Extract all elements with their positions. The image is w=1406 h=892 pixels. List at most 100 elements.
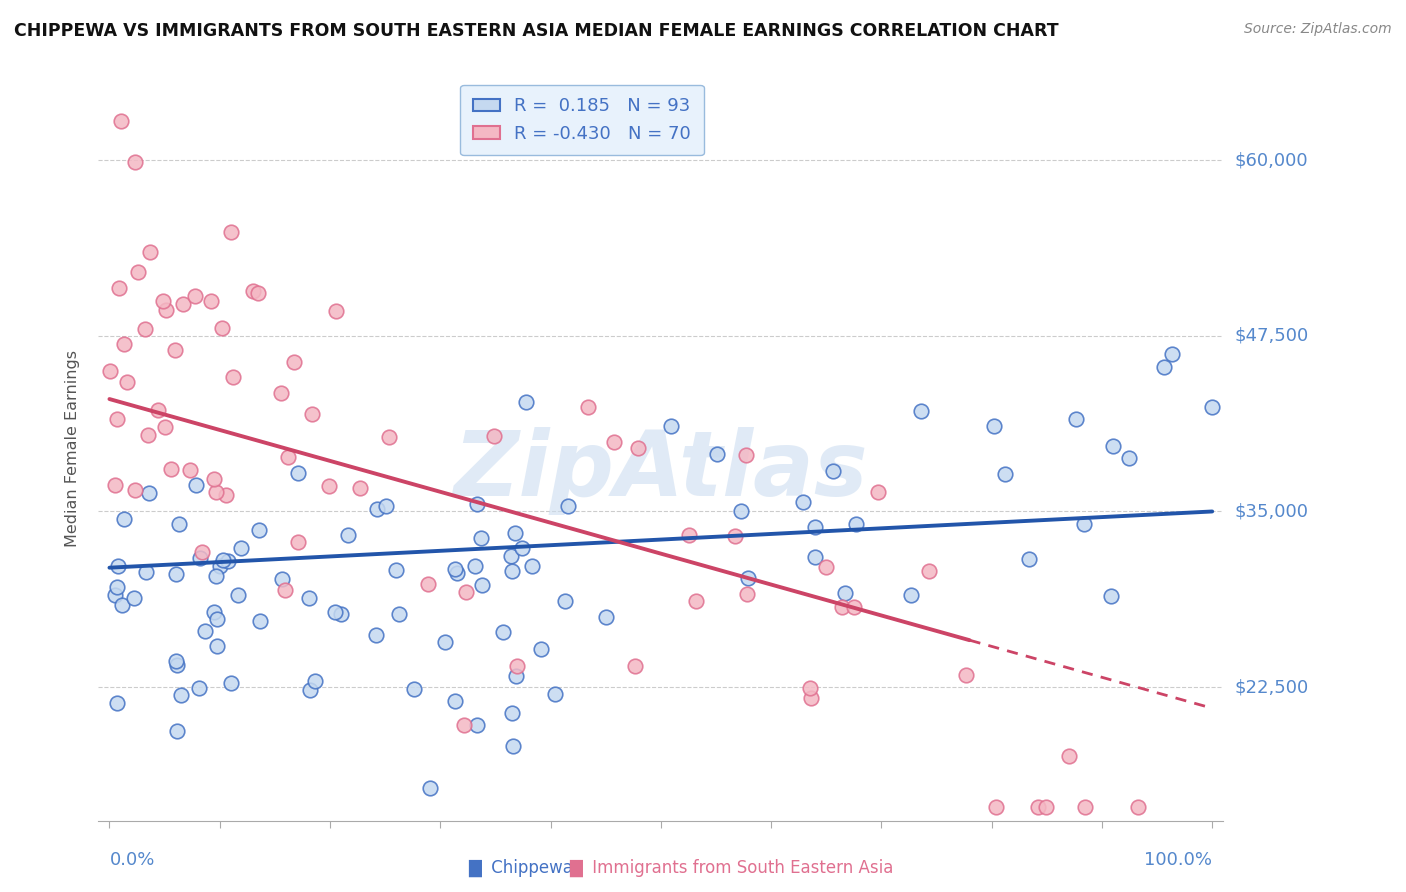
Point [138, 486, 160, 500]
Point [419, 781, 441, 796]
Point [1161, 347, 1184, 361]
Point [304, 673, 326, 688]
Point [124, 154, 146, 169]
Point [804, 519, 827, 533]
Point [325, 303, 347, 318]
Point [323, 606, 346, 620]
Point [900, 588, 922, 602]
Point [194, 624, 217, 638]
Text: █  Chippewa: █ Chippewa [468, 858, 572, 877]
Point [868, 485, 890, 500]
Point [554, 594, 576, 608]
Point [576, 401, 599, 415]
Point [104, 477, 127, 491]
Point [110, 114, 132, 128]
Point [155, 302, 177, 317]
Text: █  Immigrants from South Eastern Asia: █ Immigrants from South Eastern Asia [569, 858, 893, 877]
Point [730, 504, 752, 518]
Point [226, 588, 249, 602]
Point [179, 463, 201, 477]
Point [735, 586, 758, 600]
Point [1035, 799, 1057, 814]
Point [453, 718, 475, 732]
Point [443, 694, 465, 708]
Point [502, 739, 524, 753]
Point [139, 245, 162, 260]
Point [112, 337, 135, 351]
Point [165, 654, 187, 668]
Text: ZipAtlas: ZipAtlas [454, 426, 868, 515]
Point [501, 564, 523, 578]
Point [734, 448, 756, 462]
Point [678, 527, 700, 541]
Point [318, 479, 340, 493]
Point [242, 285, 264, 299]
Point [842, 600, 865, 615]
Point [249, 614, 271, 628]
Point [188, 681, 211, 696]
Point [814, 560, 837, 574]
Point [723, 529, 745, 543]
Point [603, 435, 626, 450]
Point [169, 689, 191, 703]
Point [595, 610, 617, 624]
Point [270, 572, 292, 586]
Point [135, 565, 157, 579]
Point [169, 517, 191, 532]
Point [188, 550, 211, 565]
Point [983, 419, 1005, 434]
Point [270, 386, 292, 401]
Point [136, 428, 159, 442]
Point [214, 488, 236, 502]
Point [544, 687, 567, 701]
Point [104, 588, 127, 602]
Text: CHIPPEWA VS IMMIGRANTS FROM SOUTH EASTERN ASIA MEDIAN FEMALE EARNINGS CORRELATIO: CHIPPEWA VS IMMIGRANTS FROM SOUTH EASTER… [14, 22, 1059, 40]
Point [299, 683, 322, 698]
Point [107, 697, 129, 711]
Point [845, 517, 868, 532]
Text: $60,000: $60,000 [1234, 151, 1308, 169]
Point [166, 657, 188, 672]
Text: 100.0%: 100.0% [1144, 851, 1212, 869]
Point [499, 549, 522, 563]
Text: 0.0%: 0.0% [110, 851, 155, 869]
Point [910, 403, 932, 417]
Point [219, 225, 242, 239]
Point [385, 563, 408, 577]
Point [273, 583, 295, 598]
Point [98, 364, 121, 378]
Point [1074, 799, 1097, 814]
Point [208, 559, 231, 574]
Point [510, 541, 533, 555]
Point [105, 412, 128, 426]
Point [211, 321, 233, 335]
Point [402, 681, 425, 696]
Point [799, 681, 821, 696]
Point [706, 447, 728, 461]
Point [190, 545, 212, 559]
Point [627, 441, 650, 455]
Point [792, 495, 814, 509]
Point [1201, 400, 1223, 414]
Text: Source: ZipAtlas.com: Source: ZipAtlas.com [1244, 22, 1392, 37]
Y-axis label: Median Female Earnings: Median Female Earnings [65, 350, 80, 547]
Point [515, 395, 537, 409]
Point [1099, 589, 1122, 603]
Point [330, 607, 353, 622]
Point [153, 420, 176, 434]
Point [465, 497, 488, 511]
Point [364, 628, 387, 642]
Point [202, 472, 225, 486]
Point [387, 607, 409, 621]
Point [1057, 748, 1080, 763]
Point [287, 535, 309, 549]
Point [831, 600, 853, 615]
Point [994, 467, 1017, 481]
Legend: R =  0.185   N = 93, R = -0.430   N = 70: R = 0.185 N = 93, R = -0.430 N = 70 [460, 85, 704, 155]
Point [217, 554, 239, 568]
Point [249, 523, 271, 537]
Point [166, 723, 188, 738]
Point [205, 569, 228, 583]
Text: $47,500: $47,500 [1234, 326, 1309, 345]
Point [737, 571, 759, 585]
